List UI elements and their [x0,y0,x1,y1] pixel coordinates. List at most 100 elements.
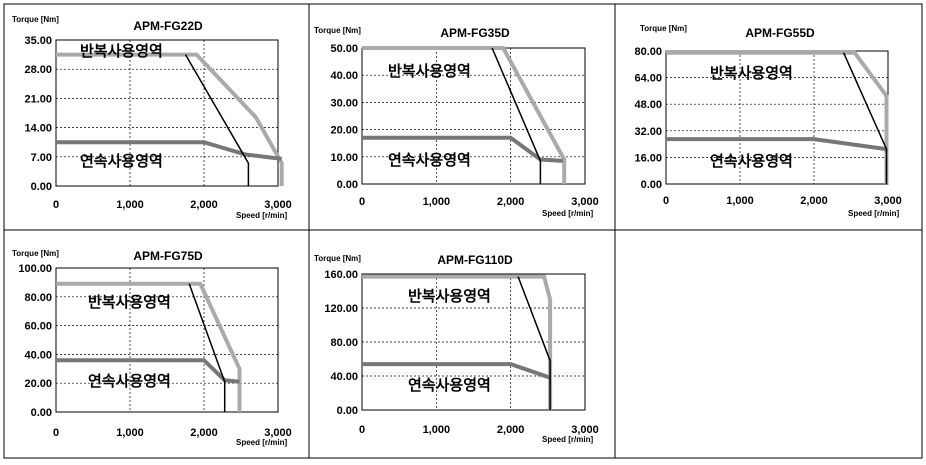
chart-title: APM-FG35D [440,26,510,40]
series-line-1 [56,52,284,186]
y-tick-label: 50.00 [330,43,358,55]
y-tick-label: 16.00 [634,152,662,164]
annotation-continuous-region: 연속사용영역 [388,151,471,169]
y-tick-label: 40.00 [24,349,52,361]
x-tick-label: 1,000 [116,199,144,211]
x-tick-label: 0 [359,196,365,208]
y-axis-label: Torque [Nm] [314,254,361,263]
y-axis-label: Torque [Nm] [314,26,361,35]
y-tick-label: 80.00 [24,292,52,304]
y-tick-label: 20.00 [330,125,358,137]
x-tick-label: 0 [53,427,59,439]
series-line-3 [188,283,226,412]
y-tick-label: 160.00 [324,269,358,281]
series-line-3 [517,276,551,410]
x-tick-label: 1,000 [423,424,451,436]
x-tick-label: 0 [663,195,669,207]
y-tick-label: 120.00 [324,303,358,315]
chart-apm-fg75d: 0.00 20.00 40.00 60.00 80.00 100.00 0 1,000 2,00… [12,249,292,447]
y-tick-label: 60.00 [24,321,52,333]
y-axis-label: Torque [Nm] [640,24,687,33]
y-tick-label: 0.00 [31,407,52,419]
plot-area [55,267,279,413]
chart-title: APM-FG55D [745,26,815,40]
charts-layer: 0.00 7.00 14.00 21.00 28.00 35.00 0 1,000 2,000 3… [12,15,902,447]
y-axis-label: Torque [Nm] [12,249,59,258]
series-line-1 [666,50,889,184]
x-tick-label: 2,000 [497,424,525,436]
y-tick-label: 10.00 [330,152,358,164]
annotation-continuous-region: 연속사용영역 [710,152,793,170]
series-line-1 [362,46,567,184]
y-tick-label: 64.00 [634,73,662,85]
y-tick-label: 0.00 [337,179,358,191]
table-cell [614,229,923,459]
chart-title: APM-FG22D [133,19,203,33]
y-tick-label: 0.00 [337,405,358,417]
y-tick-label: 20.00 [24,378,52,390]
x-tick-label: 1,000 [423,196,451,208]
annotation-repeated-region: 반복사용영역 [408,287,491,305]
chart-title: APM-FG75D [133,249,203,263]
y-tick-label: 14.00 [24,123,52,135]
y-tick-label: 40.00 [330,70,358,82]
x-tick-label: 0 [359,424,365,436]
x-axis-label: Speed [r/min] [542,209,593,218]
x-tick-label: 2,000 [497,196,525,208]
x-tick-label: 3,000 [571,424,599,436]
chart-apm-fg110d: 0.00 40.00 80.00 120.00 160.00 0 1,000 2,000 3,0… [314,253,599,444]
x-tick-label: 1,000 [116,427,144,439]
y-tick-label: 80.00 [330,337,358,349]
annotation-repeated-region: 반복사용영역 [388,62,471,80]
x-tick-label: 2,000 [190,427,218,439]
x-tick-label: 2,000 [190,199,218,211]
y-tick-label: 32.00 [634,126,662,138]
y-tick-label: 0.00 [31,181,52,193]
x-tick-label: 3,000 [264,199,292,211]
x-tick-label: 3,000 [264,427,292,439]
series-line-3 [491,47,542,184]
annotation-continuous-region: 연속사용영역 [408,376,491,394]
x-axis-label: Speed [r/min] [848,209,899,218]
chart-title: APM-FG110D [437,253,513,267]
y-tick-label: 28.00 [24,64,52,76]
x-axis-label: Speed [r/min] [542,435,593,444]
y-tick-label: 35.00 [24,35,52,47]
plot-area [665,50,889,185]
chart-apm-fg22d: 0.00 7.00 14.00 21.00 28.00 35.00 0 1,000 2,000 3… [12,15,292,220]
x-axis-label: Speed [r/min] [236,438,287,447]
series-line-2 [56,140,282,161]
y-axis-label: Torque [Nm] [12,15,59,24]
y-tick-label: 40.00 [330,371,358,383]
y-tick-label: 0.00 [641,179,662,191]
y-tick-label: 21.00 [24,93,52,105]
x-tick-label: 0 [53,199,59,211]
series-line-3 [842,52,888,184]
y-tick-label: 80.00 [634,46,662,58]
annotation-repeated-region: 반복사용영역 [88,293,171,311]
table-cells [3,3,923,459]
x-tick-label: 2,000 [800,195,828,207]
series-line-2 [362,362,551,380]
series-line-1 [362,274,553,410]
annotation-repeated-region: 반복사용영역 [80,42,163,60]
chart-apm-fg35d: 0.00 10.00 20.00 30.00 40.00 50.00 0 1,000 2,000… [314,26,599,218]
y-tick-label: 48.00 [634,99,662,111]
x-axis-label: Speed [r/min] [236,211,287,220]
x-tick-label: 3,000 [571,196,599,208]
annotation-continuous-region: 연속사용영역 [80,152,163,170]
plot-area [55,39,279,187]
series-line-3 [184,54,250,186]
annotation-repeated-region: 반복사용영역 [710,64,793,82]
x-tick-label: 1,000 [726,195,754,207]
annotation-continuous-region: 연속사용영역 [88,372,171,390]
chart-apm-fg55d: 0.00 16.00 32.00 48.00 64.00 80.00 0 1,000 2,000… [634,24,901,218]
series-line-1 [56,281,242,412]
y-tick-label: 30.00 [330,97,358,109]
series-line-2 [362,135,563,163]
y-tick-label: 7.00 [31,152,52,164]
x-tick-label: 3,000 [874,195,902,207]
series-line-2 [56,358,240,384]
y-tick-label: 100.00 [18,263,52,275]
